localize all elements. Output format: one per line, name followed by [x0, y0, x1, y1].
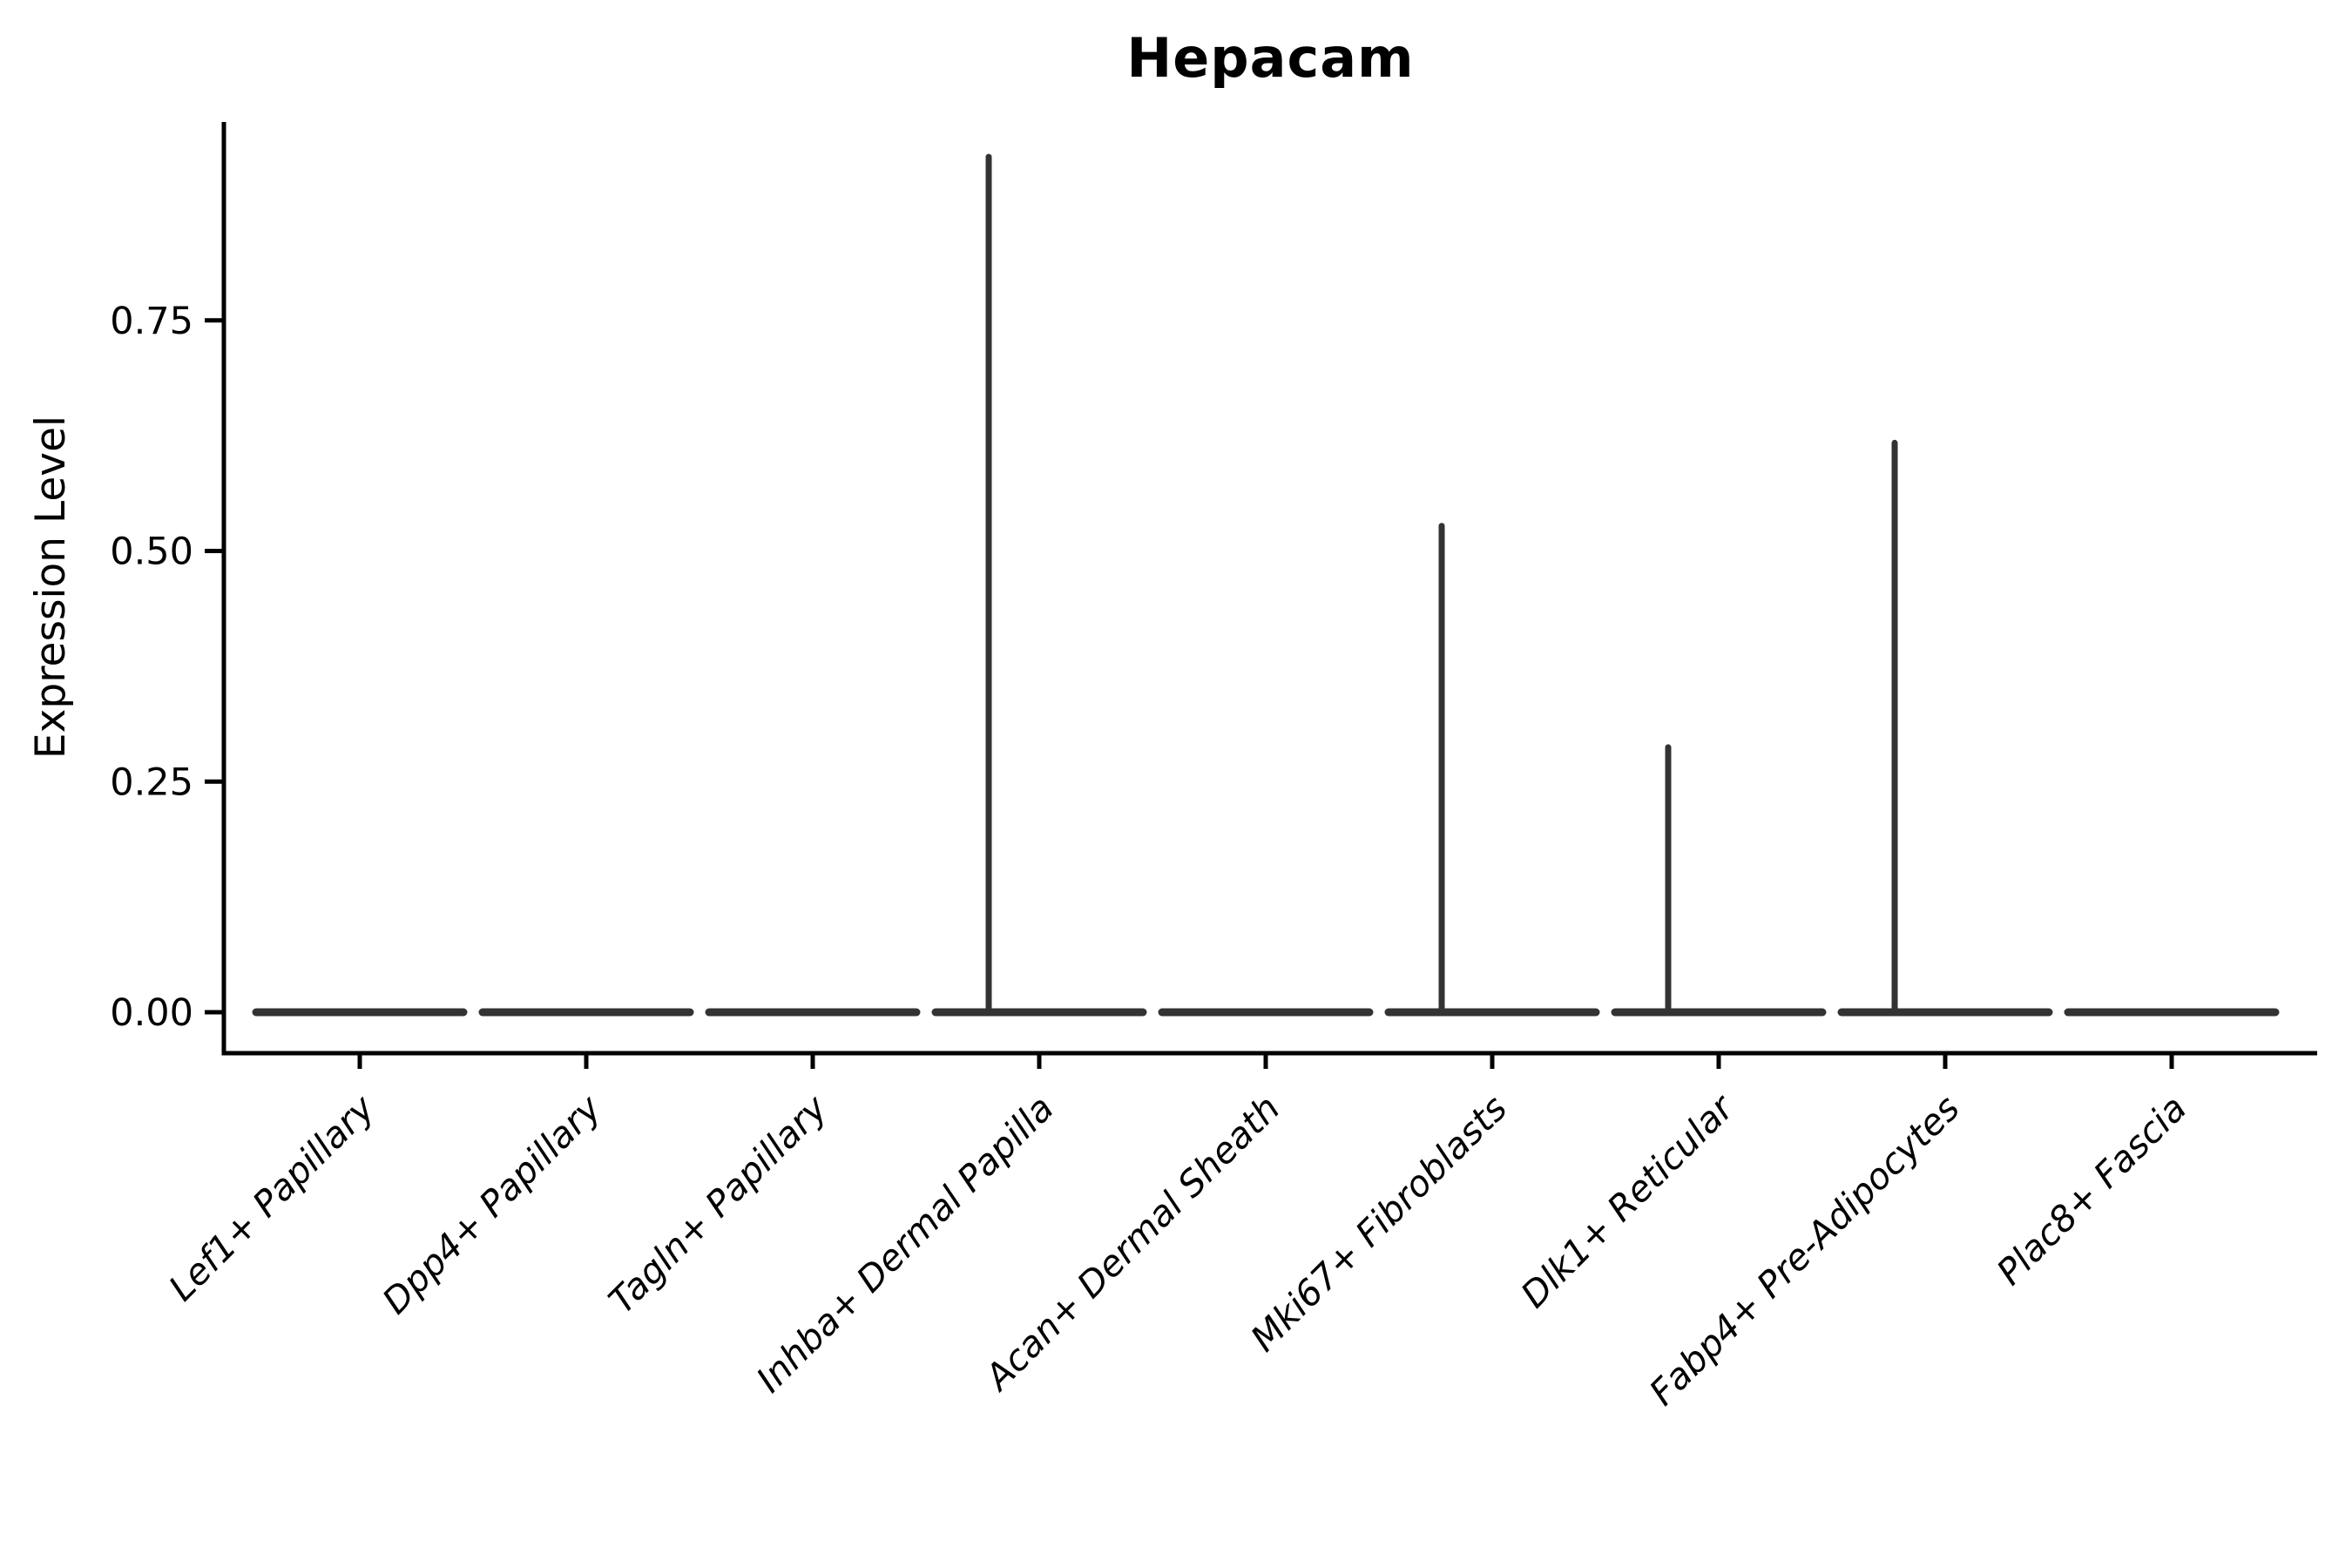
y-tick-label: 0.00: [110, 991, 193, 1035]
chart-title: Hepacam: [1126, 26, 1415, 90]
y-tick-label: 0.50: [110, 531, 193, 574]
y-tick-label: 0.75: [110, 300, 193, 343]
y-tick-label: 0.25: [110, 760, 193, 804]
